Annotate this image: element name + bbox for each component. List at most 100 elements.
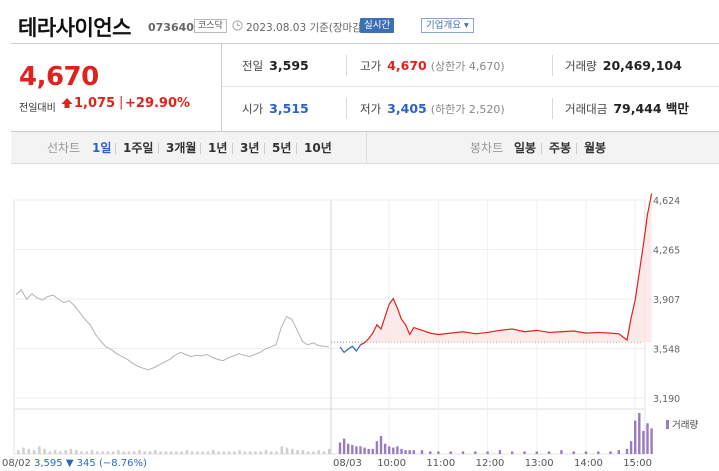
market-badge: 코스닥: [194, 19, 227, 33]
volume-bar: [437, 451, 440, 454]
volume-bar: [363, 447, 366, 454]
realtime-button[interactable]: 실시간: [360, 18, 395, 33]
volume-bar: [609, 451, 612, 454]
volume-bar: [486, 451, 489, 454]
volume-bar: [243, 451, 247, 454]
volume-bar: [196, 451, 199, 454]
tab-separator: [232, 143, 233, 154]
tab-period-3m[interactable]: 3개월: [166, 141, 197, 155]
upper-limit: (상한가 4,670): [430, 60, 505, 73]
volume-bar: [338, 442, 342, 454]
volume-bar: [461, 451, 465, 454]
tab-separator: [541, 143, 542, 154]
volume-bar: [275, 451, 278, 454]
divider: [346, 55, 347, 76]
volume-bar: [291, 448, 294, 454]
chart-tabbar: 선차트 1일 1주일 3개월 1년 3년 5년 10년 봉차트 일봉 주봉 월봉: [11, 132, 719, 164]
volume-bar: [74, 450, 78, 454]
high-label: 고가: [360, 59, 382, 73]
volume-bar: [617, 450, 620, 454]
x-tick-label: 12:00: [476, 458, 505, 469]
axis-labels: 4,624 4,265 3,907 3,548 3,190 08/03 10:00 11:00…: [2, 196, 698, 469]
tab-period-1w[interactable]: 1주일: [123, 141, 154, 155]
volume-bar: [254, 451, 257, 454]
volume-bar: [388, 446, 391, 454]
volume-bar: [301, 450, 305, 454]
volume-bar: [175, 451, 178, 454]
y-tick-label: 4,265: [653, 246, 680, 257]
volume-bar: [322, 451, 326, 454]
volume-bar: [106, 451, 110, 454]
volume-bar: [212, 450, 215, 454]
date-text: 2023.08.03 기준(장마감): [246, 22, 366, 34]
volume-bar: [646, 423, 649, 454]
volume-bar: [511, 451, 514, 454]
tab-period-1y[interactable]: 1년: [208, 141, 228, 155]
divider: [552, 55, 553, 76]
volume-bar: [535, 451, 538, 454]
volume-bar: [625, 448, 629, 454]
volume-stat: 거래량 20,469,104: [565, 44, 682, 87]
tab-separator: [576, 143, 577, 154]
volume-bar: [280, 446, 284, 454]
volume-bar: [383, 443, 387, 454]
tab-period-5y[interactable]: 5년: [272, 141, 292, 155]
volume-bar: [270, 451, 273, 454]
volume-bar: [572, 451, 575, 454]
volume-bar: [190, 451, 194, 454]
prev-close-value: 3,595: [269, 58, 309, 73]
prev-close-stat: 전일 3,595: [242, 44, 309, 87]
high-stat: 고가 4,670 (상한가 4,670): [360, 44, 505, 87]
tab-period-3y[interactable]: 3년: [240, 141, 260, 155]
volume-bar: [17, 450, 20, 454]
tab-period-1d[interactable]: 1일: [92, 141, 112, 155]
x-tick-label: 11:00: [426, 458, 455, 469]
tab-group-divider: [366, 132, 367, 164]
volume-bar: [122, 451, 125, 454]
prev-day-pct: (−8.76%): [99, 458, 147, 469]
trade-value-stat: 거래대금 79,444 백만: [565, 87, 689, 130]
volume-bar: [96, 451, 99, 454]
price-lines: [15, 193, 653, 371]
stock-code: 073640: [148, 21, 194, 34]
intraday-chart[interactable]: 4,624 4,265 3,907 3,548 3,190 08/03 10:00 11:00…: [0, 165, 719, 471]
prev-day-date: 08/02: [2, 458, 34, 469]
volume-bar: [27, 448, 31, 454]
volume-bar: [101, 451, 104, 454]
volume-bar: [342, 438, 346, 454]
today-line-down: [339, 344, 362, 354]
volume-bar: [185, 450, 189, 454]
price-chart-svg: 4,624 4,265 3,907 3,548 3,190 08/03 10:00 11:00…: [2, 193, 698, 469]
company-overview-button[interactable]: 기업개요 ▾: [421, 18, 474, 33]
y-tick-label: 3,907: [653, 295, 680, 306]
tab-period-10y[interactable]: 10년: [304, 141, 332, 155]
tab-separator: [296, 143, 297, 154]
volume-bar: [53, 450, 57, 454]
volume-bar: [80, 451, 83, 454]
tab-candle-weekly[interactable]: 주봉: [549, 141, 572, 155]
volume-bar: [285, 447, 289, 454]
volume-bar: [259, 451, 262, 454]
volume-bar: [367, 448, 370, 454]
tab-candle-monthly[interactable]: 월봉: [584, 141, 607, 155]
stat-row-1: 전일 3,595 고가 4,670 (상한가 4,670) 거래량 20,469,104: [222, 44, 719, 87]
volume-bar: [523, 451, 526, 454]
tab-candle-daily[interactable]: 일봉: [514, 141, 537, 155]
change-amount: 1,075: [74, 96, 116, 111]
candle-chart-label: 봉차트: [470, 141, 504, 155]
volume-bar: [22, 447, 25, 454]
volume-bar: [233, 451, 236, 454]
volume-bars: [17, 413, 653, 454]
volume-label: 거래량: [565, 59, 597, 73]
volume-bar: [498, 450, 502, 454]
volume-bar: [48, 451, 52, 454]
volume-value: 20,469,104: [602, 58, 682, 73]
above-prev-close-area: [360, 193, 652, 345]
trade-value-label: 거래대금: [565, 102, 608, 116]
y-tick-label: 3,548: [653, 345, 680, 356]
trade-value-value: 79,444 백만: [613, 101, 689, 116]
volume-bar: [392, 447, 395, 454]
volume-bar: [38, 446, 41, 454]
plot-frame: [13, 199, 646, 455]
volume-bar: [85, 451, 89, 454]
